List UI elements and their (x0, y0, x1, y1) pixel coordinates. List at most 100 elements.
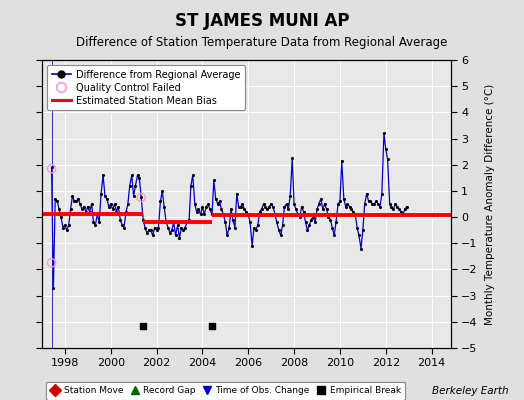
Point (364, 198, 373, 204)
Point (351, 211, 359, 218)
Point (269, 204, 277, 210)
Point (55, 206, 63, 212)
Point (384, 156, 392, 163)
Point (101, 193, 109, 199)
Point (47, 166, 56, 172)
Point (223, 232, 231, 239)
Point (311, 219, 319, 226)
Point (358, 227, 367, 233)
Point (314, 201, 323, 207)
Point (259, 201, 268, 207)
Point (70, 198, 79, 204)
Point (300, 209, 308, 215)
Point (116, 216, 125, 223)
Point (248, 243, 256, 249)
Point (111, 201, 119, 207)
Point (72, 198, 81, 204)
Point (141, 224, 149, 231)
Point (225, 224, 233, 231)
Point (340, 196, 348, 202)
Point (133, 172, 141, 178)
Point (118, 222, 126, 228)
Point (238, 201, 247, 207)
Point (233, 190, 241, 197)
Point (175, 235, 183, 241)
Point (261, 204, 270, 210)
Point (221, 219, 230, 226)
Point (361, 201, 369, 207)
Point (374, 201, 383, 207)
Point (330, 232, 339, 239)
Point (114, 204, 123, 210)
Point (296, 214, 304, 220)
Point (143, 230, 151, 236)
Point (89, 219, 97, 226)
Point (173, 222, 182, 228)
Point (316, 196, 325, 202)
Point (108, 206, 117, 212)
Point (275, 227, 283, 233)
Point (282, 201, 291, 207)
Point (145, 227, 153, 233)
Point (376, 204, 384, 210)
Point (137, 194, 145, 201)
Point (231, 224, 239, 231)
Point (395, 206, 403, 212)
Point (332, 219, 340, 226)
Point (236, 204, 245, 210)
Point (263, 206, 271, 212)
Point (88, 201, 96, 207)
Point (381, 146, 390, 152)
Point (47, 164, 56, 170)
Point (288, 155, 297, 161)
Point (150, 224, 159, 231)
Point (152, 227, 161, 233)
Point (378, 190, 386, 197)
Point (256, 209, 264, 215)
Point (307, 216, 315, 223)
Point (206, 206, 214, 212)
Point (181, 224, 189, 231)
Point (305, 222, 314, 228)
Point (252, 227, 260, 233)
Point (59, 224, 67, 231)
Point (62, 227, 71, 233)
Point (120, 224, 128, 231)
Point (64, 222, 73, 228)
Point (200, 211, 209, 218)
Point (380, 130, 388, 136)
Point (61, 222, 69, 228)
Point (353, 224, 362, 231)
Point (185, 216, 193, 223)
Point (179, 227, 188, 233)
Point (267, 201, 275, 207)
Point (156, 198, 165, 204)
Point (215, 198, 224, 204)
Point (162, 219, 170, 226)
Point (171, 232, 180, 239)
Point (355, 232, 363, 239)
Point (170, 219, 178, 226)
Point (228, 216, 237, 223)
Point (147, 227, 155, 233)
Point (95, 219, 103, 226)
Point (397, 209, 406, 215)
Point (74, 196, 82, 202)
Point (309, 214, 318, 220)
Point (208, 322, 216, 329)
Point (126, 182, 134, 189)
Point (393, 204, 401, 210)
Point (246, 219, 254, 226)
Point (191, 201, 199, 207)
Point (298, 204, 306, 210)
Point (372, 198, 380, 204)
Point (160, 204, 168, 210)
Point (212, 196, 220, 202)
Point (345, 204, 354, 210)
Point (166, 230, 174, 236)
Point (135, 175, 144, 181)
Point (363, 190, 371, 197)
Point (399, 211, 407, 218)
Point (47, 260, 56, 266)
Point (391, 201, 400, 207)
